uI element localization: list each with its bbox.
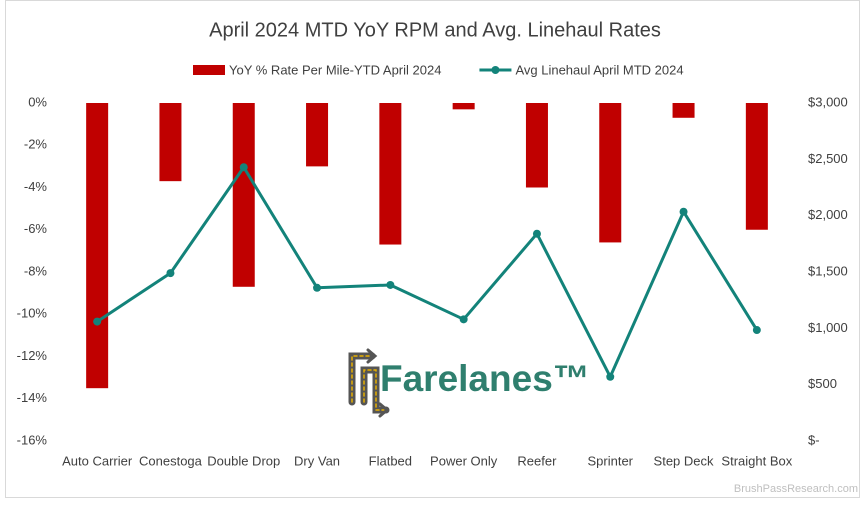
x-tick-label: Dry Van <box>294 453 340 468</box>
bar <box>745 103 768 230</box>
bar <box>599 103 622 243</box>
bar <box>86 103 109 389</box>
line-point <box>166 269 175 278</box>
line-point <box>313 283 322 292</box>
y2-tick-label: $1,000 <box>808 320 848 335</box>
y-tick-label: -10% <box>17 306 48 321</box>
y-tick-label: -6% <box>24 221 48 236</box>
logo-icon <box>348 348 390 418</box>
y2-tick-label: $1,500 <box>808 263 848 278</box>
bar <box>306 103 329 167</box>
bar <box>232 103 255 287</box>
line-point <box>752 326 761 335</box>
y2-tick-label: $2,000 <box>808 207 848 222</box>
y-tick-label: 0% <box>28 94 47 109</box>
line-point <box>606 372 615 381</box>
bar <box>452 103 475 110</box>
bar <box>379 103 402 245</box>
y2-tick-label: $3,000 <box>808 94 848 109</box>
x-tick-label: Straight Box <box>721 453 792 468</box>
x-tick-label: Auto Carrier <box>62 453 133 468</box>
bar <box>672 103 695 118</box>
line-point <box>386 280 395 289</box>
line-point <box>532 229 541 238</box>
x-tick-label: Power Only <box>430 453 498 468</box>
y-tick-label: -4% <box>24 179 48 194</box>
y-tick-label: -16% <box>17 432 48 447</box>
y2-tick-label: $2,500 <box>808 151 848 166</box>
y-tick-label: -12% <box>17 348 48 363</box>
line-point <box>459 315 468 324</box>
chart-area <box>5 0 860 498</box>
chart-title: April 2024 MTD YoY RPM and Avg. Linehaul… <box>209 19 661 41</box>
bar <box>159 103 182 182</box>
x-tick-label: Reefer <box>517 453 557 468</box>
legend-swatch <box>491 66 500 74</box>
legend-label: YoY % Rate Per Mile-YTD April 2024 <box>229 62 441 77</box>
x-tick-label: Step Deck <box>654 453 714 468</box>
legend-label: Avg Linehaul April MTD 2024 <box>515 62 683 77</box>
line <box>96 165 759 379</box>
legend-swatch <box>193 65 225 75</box>
y-tick-label: -14% <box>17 390 48 405</box>
logo-text: Farelanes™ <box>380 358 590 399</box>
y2-tick-label: $500 <box>808 376 837 391</box>
x-tick-label: Flatbed <box>369 453 412 468</box>
x-tick-label: Conestoga <box>139 453 203 468</box>
line-point <box>679 207 688 216</box>
y-tick-label: -8% <box>24 263 48 278</box>
x-tick-label: Double Drop <box>207 453 280 468</box>
line-point <box>239 163 248 172</box>
line-point <box>93 317 102 326</box>
watermark: BrushPassResearch.com <box>734 483 858 495</box>
y2-tick-label: $- <box>808 432 820 447</box>
x-tick-label: Sprinter <box>587 453 633 468</box>
legend: YoY % Rate Per Mile-YTD April 2024 Avg Li… <box>193 62 684 77</box>
y-tick-label: -2% <box>24 137 48 152</box>
bar <box>525 103 548 188</box>
